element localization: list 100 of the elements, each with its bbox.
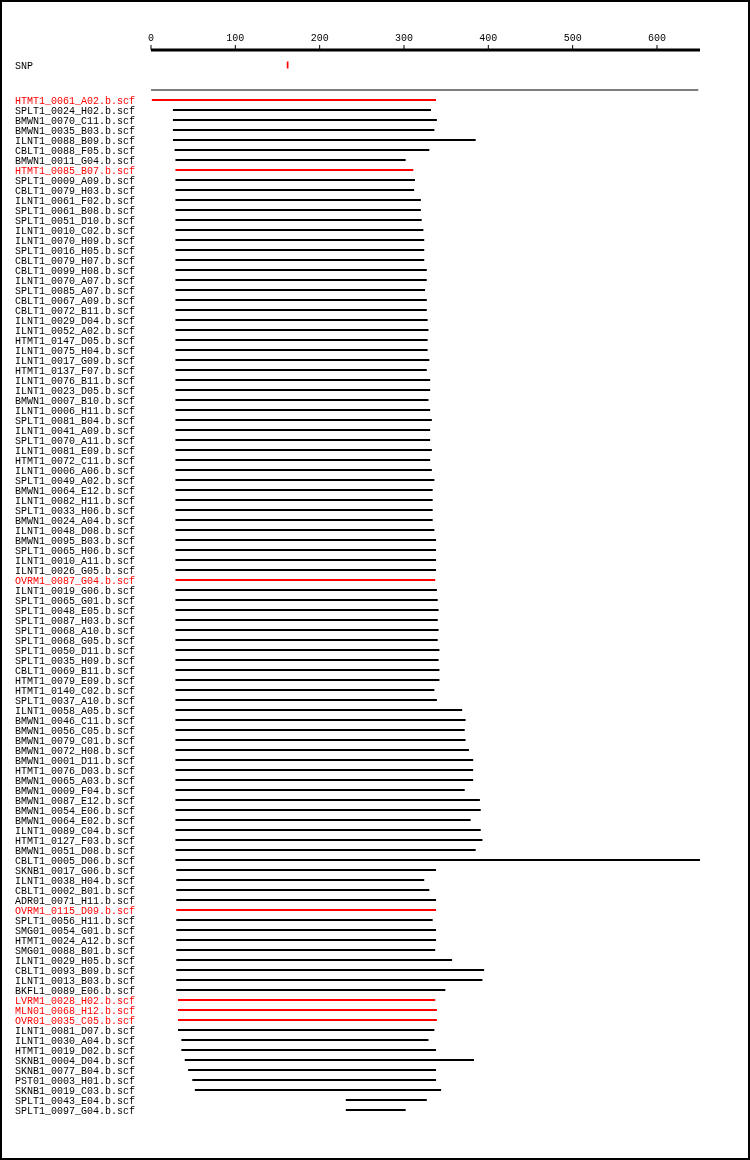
bar — [175, 589, 437, 591]
y-tick-label: ILNT1_0088_B09.b.scf — [15, 135, 136, 147]
y-tick-label: HTMT1_0140_C02.b.scf — [15, 685, 136, 697]
bar — [175, 359, 430, 361]
bar — [175, 689, 435, 691]
y-tick-label: BMWN1_0056_C05.b.scf — [15, 725, 136, 737]
bar — [175, 729, 465, 731]
bar — [175, 469, 432, 471]
bar — [175, 439, 431, 441]
bar — [175, 829, 481, 831]
y-tick-label: SPLT1_0056_H11.b.scf — [15, 915, 136, 927]
bar — [176, 989, 446, 991]
bar — [176, 949, 436, 951]
bar — [175, 519, 433, 521]
bar — [175, 509, 433, 511]
y-tick-label: BMWN1_0070_C11.b.scf — [15, 115, 136, 127]
bar — [172, 139, 476, 141]
y-tick-label: SPLT1_0024_H02.b.scf — [15, 105, 136, 117]
bar — [177, 1029, 435, 1031]
bar — [175, 649, 440, 651]
y-tick-label: SPLT1_0043_E04.b.scf — [15, 1095, 136, 1107]
bar — [175, 209, 421, 211]
y-tick-label: HTMT1_0147_D05.b.scf — [15, 335, 136, 347]
bar — [176, 939, 437, 941]
bar — [172, 119, 437, 121]
y-tick-label: HTMT1_0076_D03.b.scf — [15, 765, 136, 777]
y-tick-label: SPLT1_0070_A11.b.scf — [15, 435, 136, 447]
x-tick-label: 0 — [147, 33, 155, 44]
bar — [175, 179, 415, 181]
bar — [175, 499, 433, 501]
y-tick-label: ILNT1_0010_C02.b.scf — [15, 225, 136, 237]
y-tick-label: BMWN1_0007_B10.b.scf — [15, 395, 136, 407]
bar — [181, 1039, 429, 1041]
bar — [175, 579, 436, 581]
bar — [175, 639, 438, 641]
bar — [175, 189, 415, 191]
bar — [176, 919, 433, 921]
y-tick-label: ILNT1_0058_A05.b.scf — [15, 705, 136, 717]
bar — [175, 789, 465, 791]
y-tick-label: SPLT1_0068_A10.b.scf — [15, 625, 136, 637]
bar — [175, 819, 471, 821]
y-tick-label: BMWN1_0065_A03.b.scf — [15, 775, 136, 787]
y-tick-label: BKFL1_0089_E06.b.scf — [15, 985, 136, 997]
y-tick-label: BMWN1_0024_A04.b.scf — [15, 515, 136, 527]
bar — [175, 719, 466, 721]
y-tick-label: HTMT1_0072_C11.b.scf — [15, 455, 136, 467]
bar — [175, 759, 474, 761]
y-tick-label: HTMT1_0137_F07.b.scf — [15, 365, 136, 377]
bar — [175, 539, 437, 541]
bar — [175, 459, 431, 461]
y-tick-label: SPLT1_0048_E05.b.scf — [15, 605, 136, 617]
y-tick-label: ADR01_0071_H11.b.scf — [15, 895, 136, 907]
y-tick-label: SPLT1_0049_A02.b.scf — [15, 475, 136, 487]
y-tick-label: ILNT1_0010_A11.b.scf — [15, 555, 136, 567]
bar — [175, 259, 425, 261]
bar — [192, 1079, 437, 1081]
y-tick-label: CBLT1_0005_D06.b.scf — [15, 855, 136, 867]
y-tick-label: SKNB1_0017_G06.b.scf — [15, 865, 136, 877]
y-tick-label: SKNB1_0077_B04.b.scf — [15, 1065, 136, 1077]
bar — [175, 809, 481, 811]
bar — [175, 339, 428, 341]
y-tick-label: ILNT1_0017_G09.b.scf — [15, 355, 136, 367]
bar — [175, 629, 439, 631]
bar — [175, 609, 439, 611]
y-tick-label: HTMT1_0019_D02.b.scf — [15, 1045, 136, 1057]
bar — [175, 659, 439, 661]
bar — [175, 559, 437, 561]
y-tick-label: BMWN1_0064_E02.b.scf — [15, 815, 136, 827]
bar — [175, 379, 431, 381]
bar — [175, 249, 425, 251]
y-tick-label: ILNT1_0041_A09.b.scf — [15, 425, 136, 437]
x-tick-label: 600 — [647, 33, 666, 44]
y-tick-label: ILNT1_0019_G06.b.scf — [15, 585, 136, 597]
y-tick-label: ILNT1_0013_B03.b.scf — [15, 975, 136, 987]
y-tick-label: ILNT1_0081_D07.b.scf — [15, 1025, 136, 1037]
y-tick-label: HTMT1_0127_F03.b.scf — [15, 835, 136, 847]
bar — [176, 979, 483, 981]
x-tick-label: 500 — [563, 33, 582, 44]
bar — [175, 409, 431, 411]
y-tick-label: HTMT1_0079_E09.b.scf — [15, 675, 136, 687]
y-tick-label: BMWN1_0072_H08.b.scf — [15, 745, 136, 757]
y-tick-label: MLN01_0068_H12.b.scf — [15, 1005, 136, 1017]
y-tick-label: ILNT1_0082_H11.b.scf — [15, 495, 136, 507]
bar — [176, 869, 437, 871]
y-tick-label: BMWN1_0054_E06.b.scf — [15, 805, 136, 817]
bar — [175, 319, 428, 321]
bar — [175, 449, 432, 451]
bar — [175, 299, 427, 301]
y-tick-label: CBLT1_0079_H07.b.scf — [15, 255, 136, 267]
y-tick-label: CBLT1_0002_B01.b.scf — [15, 885, 136, 897]
y-tick-label: ILNT1_0089_C04.b.scf — [15, 825, 136, 837]
y-tick-label: BMWN1_0001_D11.b.scf — [15, 755, 136, 767]
bar — [175, 399, 429, 401]
y-tick-label: SPLT1_0097_G04.b.scf — [15, 1105, 136, 1117]
bar — [176, 929, 437, 931]
bar — [175, 169, 414, 171]
bar — [175, 859, 700, 861]
y-tick-label: OVRM1_0115_D09.b.scf — [15, 905, 136, 917]
bar — [175, 309, 427, 311]
y-tick-label: CBLT1_0079_H03.b.scf — [15, 185, 136, 197]
